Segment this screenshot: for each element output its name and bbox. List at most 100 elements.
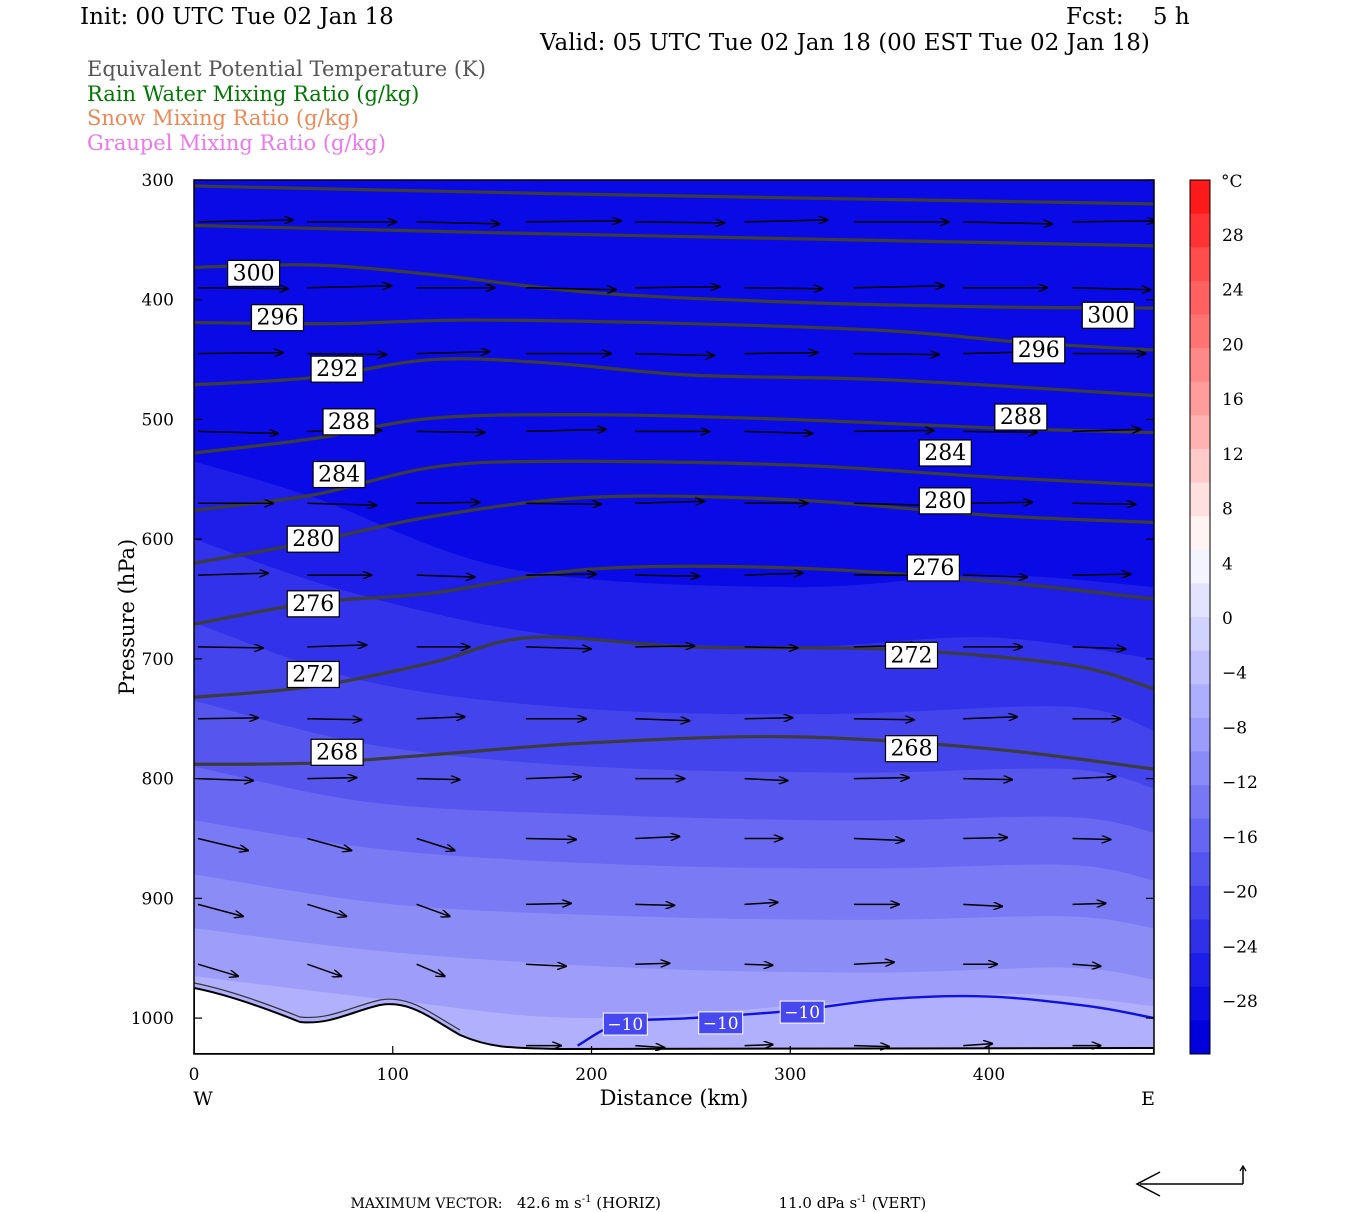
wind-vector [963, 904, 1002, 906]
svg-text:−10: −10 [784, 1003, 820, 1023]
wind-vector [525, 777, 581, 779]
axes: 300 400 500 600 700 800 900 1000 0 100 200 300 400 Di… [115, 171, 1155, 1110]
colorbar-swatch [1190, 516, 1210, 551]
max-vert-unit: dPa s [816, 1194, 858, 1212]
wind-vector [635, 836, 679, 838]
colorbar-swatch [1190, 717, 1210, 752]
wind-vector [1072, 903, 1106, 904]
contour-label: 272 [884, 641, 939, 669]
colorbar-swatch [1190, 482, 1210, 517]
wind-vector [525, 647, 591, 649]
wind-vector [744, 353, 818, 354]
max-vert-note: 11.0 dPa s-1 (VERT) [769, 1176, 927, 1212]
svg-text:280: 280 [292, 527, 334, 552]
colorbar-swatch [1190, 213, 1210, 248]
colorbar-tick-label: 4 [1222, 554, 1233, 574]
wind-vector [635, 575, 699, 576]
svg-text:288: 288 [328, 410, 370, 435]
wind-vector [1072, 647, 1126, 649]
colorbar-tick-label: 24 [1222, 281, 1244, 301]
colorbar-swatch [1190, 415, 1210, 450]
colorbar-swatch [1190, 280, 1210, 315]
colorbar-swatch [1190, 785, 1210, 820]
wind-vector [635, 646, 694, 647]
y-tick-label: 300 [142, 171, 174, 191]
wind-vector [525, 964, 566, 966]
wind-vector [1072, 429, 1141, 431]
wind-vector [307, 503, 376, 505]
svg-text:272: 272 [891, 643, 933, 668]
wind-vector [744, 779, 788, 781]
x-tick-label: 200 [575, 1065, 607, 1085]
wind-vector [853, 286, 944, 288]
contour-label: 300 [1081, 301, 1135, 329]
wind-vector [963, 575, 1027, 577]
wind-vector [416, 903, 450, 916]
wind-vector [307, 837, 351, 850]
legend-snow: Snow Mixing Ratio (g/kg) [87, 106, 359, 130]
wind-vector [416, 779, 460, 780]
temperature-label: −10 [602, 1012, 648, 1036]
colorbar-swatch [1190, 583, 1210, 618]
colorbar-swatch [1190, 818, 1210, 853]
wind-vector [416, 352, 490, 354]
colorbar-swatch [1190, 919, 1210, 954]
wind-vector [635, 963, 669, 964]
y-axis-label: Pressure (hPa) [115, 539, 139, 695]
wind-vector [635, 222, 724, 223]
init-time: Init: 00 UTC Tue 02 Jan 18 [80, 4, 394, 30]
svg-text:300: 300 [1087, 303, 1129, 328]
svg-text:280: 280 [924, 489, 966, 514]
colorbar-swatch [1190, 986, 1210, 1021]
theta-e-line [194, 263, 1154, 310]
wind-vector [744, 1045, 773, 1046]
max-horiz-unit: m s [555, 1194, 582, 1212]
wind-vector [416, 717, 465, 719]
y-tick-label: 500 [142, 410, 174, 430]
colorbar-tick-label: 0 [1222, 609, 1233, 629]
contour-label: 284 [312, 460, 366, 489]
wind-vector [197, 220, 293, 222]
colorbar-tick-label: −16 [1222, 828, 1258, 848]
colorbar-tick-label: 8 [1222, 500, 1233, 520]
y-tick-label: 900 [142, 889, 174, 909]
wind-vector [744, 220, 828, 222]
colorbar-tick-label: −4 [1222, 664, 1247, 684]
wind-vector [853, 430, 934, 431]
wind-vector [744, 288, 823, 289]
colorbar-swatch [1190, 180, 1210, 215]
svg-text:300: 300 [233, 261, 275, 286]
wind-vector [307, 903, 346, 916]
max-horiz-label: (HORIZ) [596, 1194, 661, 1212]
svg-text:284: 284 [318, 463, 360, 488]
wind-vector [853, 962, 894, 964]
max-horiz-value: 42.6 [516, 1194, 551, 1212]
wind-vector [635, 501, 704, 503]
colorbar-swatch [1190, 381, 1210, 416]
terrain [194, 986, 1154, 1054]
wind-vector [963, 1044, 992, 1046]
valid-time: Valid: 05 UTC Tue 02 Jan 18 (00 EST Tue … [540, 30, 1150, 56]
wind-vector [635, 287, 719, 288]
colorbar-tick-label: −12 [1222, 773, 1258, 793]
theta-e-line [194, 412, 1154, 455]
x-tick-label: 300 [774, 1065, 806, 1085]
wind-vector [416, 837, 455, 850]
colorbar-tick-label: 16 [1222, 390, 1244, 410]
colorbar-swatch [1190, 247, 1210, 282]
wind-vectors [197, 220, 1154, 1048]
wind-vector [744, 964, 773, 965]
wind-vector [307, 286, 391, 288]
svg-text:288: 288 [1000, 405, 1042, 430]
contour-label: 280 [918, 487, 972, 515]
contour-label: 284 [918, 439, 972, 467]
wind-vector [963, 837, 1007, 838]
svg-text:268: 268 [891, 737, 933, 762]
svg-text:276: 276 [912, 556, 954, 581]
svg-text:−10: −10 [703, 1014, 739, 1034]
wind-vector [635, 354, 714, 356]
east-label: E [1141, 1088, 1155, 1110]
wind-vector [963, 222, 1052, 224]
contour-label: 292 [310, 355, 364, 383]
